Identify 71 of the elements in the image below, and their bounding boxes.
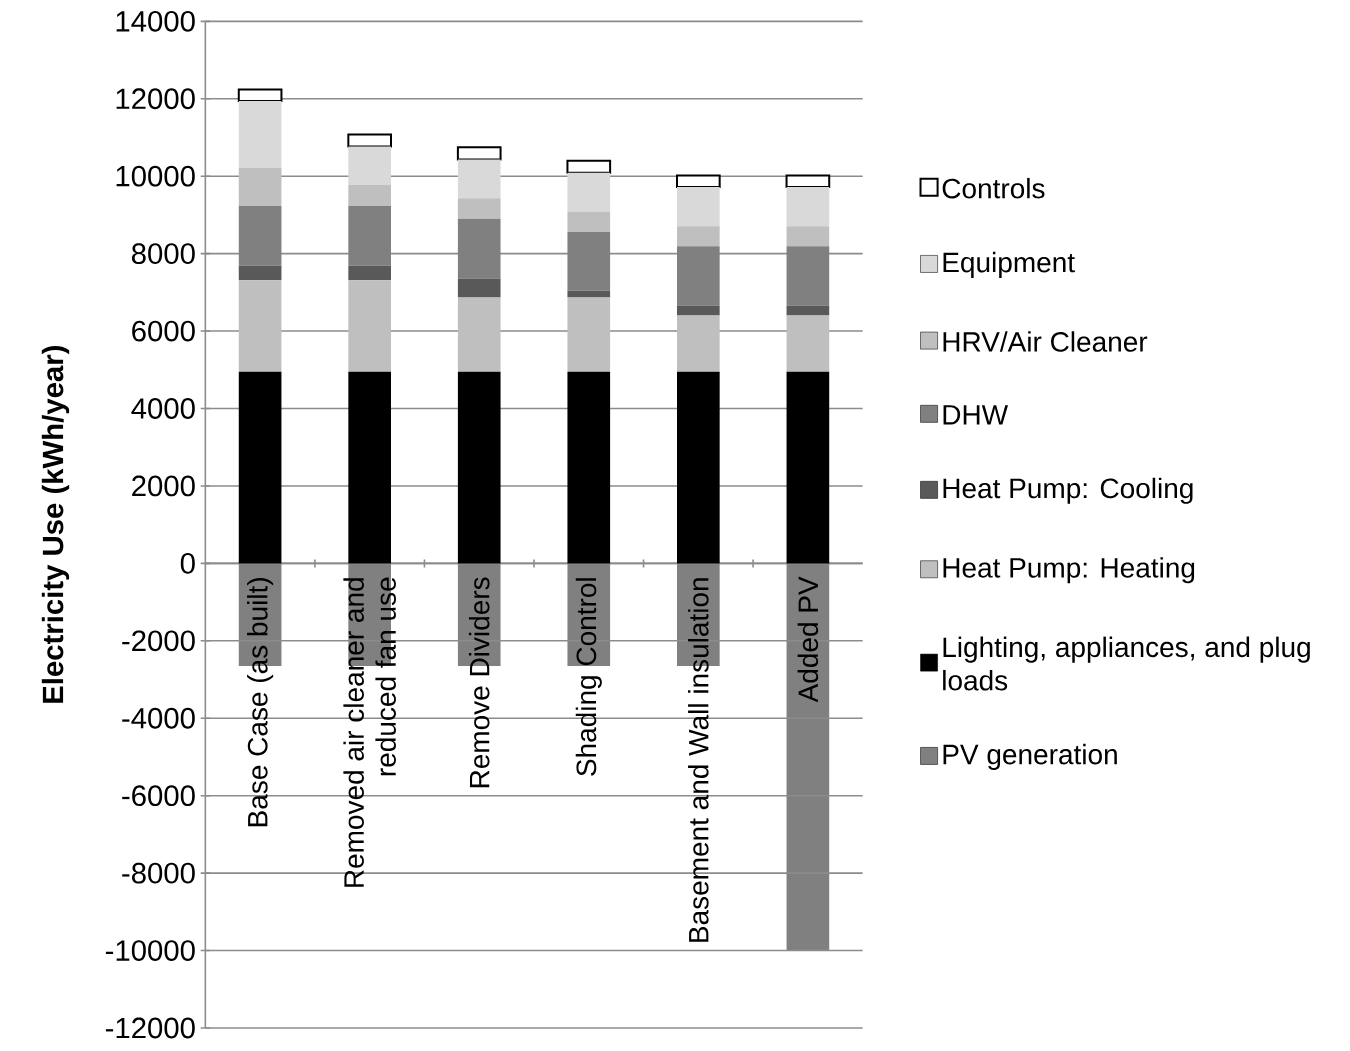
y-tick-label: -12000: [105, 1017, 195, 1039]
y-tick-label: -10000: [105, 940, 195, 961]
bar: [238, 168, 282, 207]
y-tick-label: 14000: [116, 10, 195, 32]
bar: [567, 371, 611, 564]
bar: [238, 371, 282, 564]
y-tick-label: 2000: [132, 475, 195, 497]
bar: [786, 246, 830, 306]
x-tick-label: Added PV: [797, 576, 819, 703]
bar: [347, 133, 392, 148]
x-tick-label: Base Case (as built): [247, 578, 274, 827]
bar: [457, 278, 501, 298]
legend-label: Lighting, appliances, and plug loads: [943, 636, 1310, 691]
bar: [238, 206, 282, 266]
bar: [677, 371, 720, 564]
y-tick-label: -4000: [122, 707, 195, 729]
y-tick-label: 12000: [116, 88, 195, 110]
legend-label: Heat Pump: Heating: [943, 557, 1195, 584]
x-tick-label: Shading Control: [575, 578, 602, 776]
bar: [457, 297, 501, 372]
bar: [237, 88, 283, 103]
y-tick-label: 8000: [131, 243, 195, 265]
bar: [348, 280, 391, 372]
bar: [457, 371, 501, 564]
bar: [677, 246, 720, 306]
bar: [348, 185, 391, 207]
y-tick-label: 0: [180, 552, 195, 574]
bar: [567, 290, 611, 298]
bar: [786, 187, 830, 227]
bar: [785, 174, 831, 189]
bar: [456, 146, 502, 161]
bar: [348, 146, 391, 186]
legend-label: HRV/Air Cleaner: [943, 331, 1148, 352]
bar: [238, 101, 282, 169]
y-tick-label: -2000: [122, 630, 195, 652]
bar: [786, 371, 830, 564]
bar: [457, 159, 501, 199]
legend-label: Controls: [942, 177, 1045, 199]
y-tick-label: -6000: [122, 785, 195, 807]
x-tick-label: Remove Dividers: [468, 577, 490, 788]
bar: [457, 218, 501, 279]
x-tick-label: Removed air cleaner and reduced fan use: [343, 577, 396, 887]
legend-label: DHW: [943, 405, 1009, 425]
y-axis-title: Electricity Use (kWh/year): [41, 346, 70, 703]
legend-label: PV generation: [943, 743, 1117, 770]
bar: [348, 206, 391, 266]
bar: [567, 297, 611, 372]
y-tick-label: 4000: [131, 398, 195, 419]
bar: [786, 305, 830, 316]
bar: [786, 315, 830, 372]
y-tick-label: 6000: [132, 320, 195, 342]
y-tick-label: 10000: [116, 165, 195, 187]
x-tick-label: Basement and Wall insulation: [688, 578, 709, 942]
bar: [238, 265, 282, 281]
bar: [567, 231, 611, 291]
bar: [677, 315, 720, 372]
bar: [567, 211, 611, 232]
bar: [677, 305, 720, 316]
bar: [457, 198, 501, 219]
bar: [348, 265, 391, 281]
legend-label: Equipment: [943, 251, 1075, 278]
bar: [238, 280, 282, 372]
bar: [566, 159, 612, 174]
y-tick-label: -8000: [122, 862, 195, 884]
bar: [567, 172, 611, 212]
bar: [677, 187, 720, 227]
legend-label: Heat Pump: Cooling: [943, 477, 1193, 504]
bar: [786, 226, 830, 247]
bar: [677, 226, 720, 247]
bar: [676, 174, 721, 189]
bar: [348, 371, 391, 564]
